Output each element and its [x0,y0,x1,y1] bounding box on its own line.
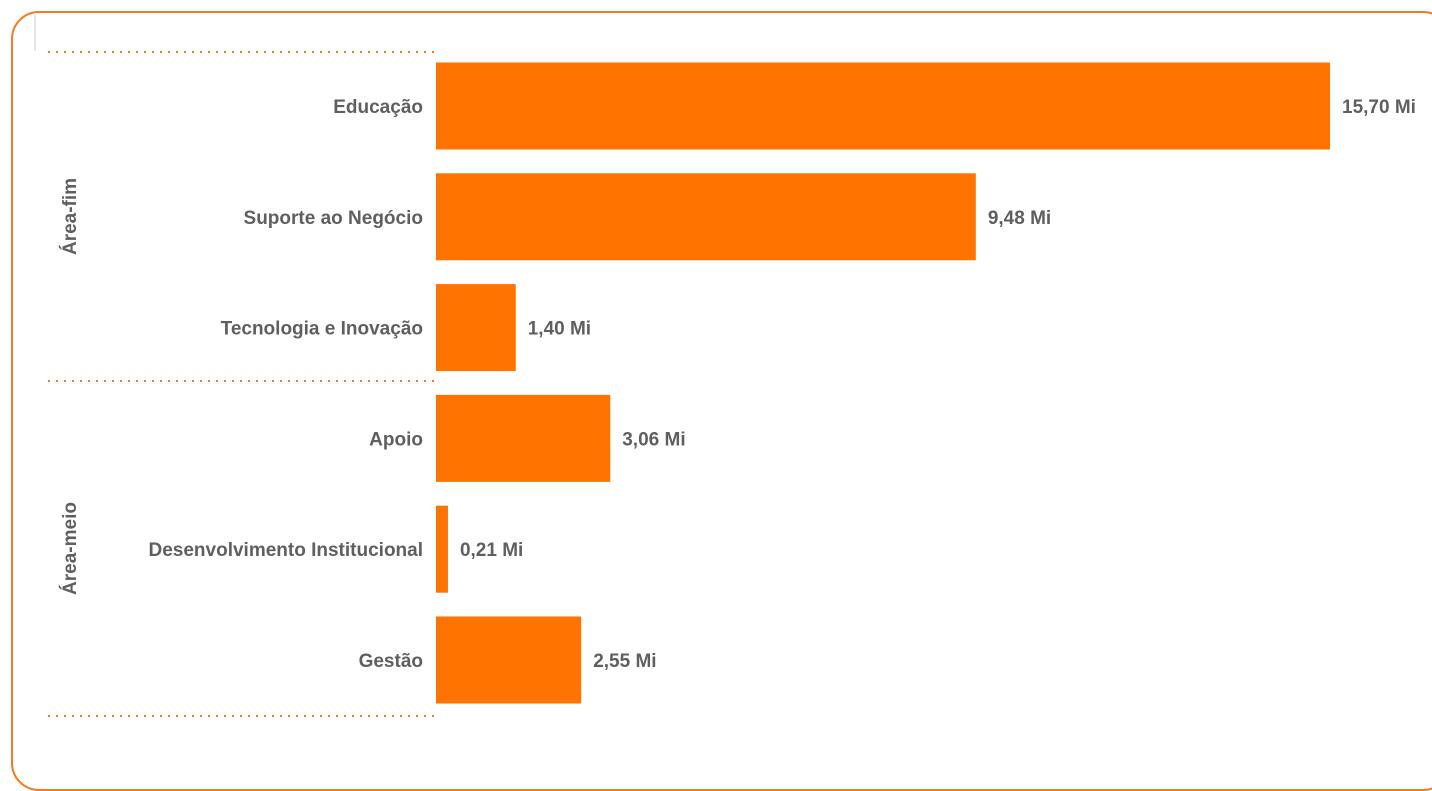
category-label: Educação [333,97,423,118]
category-label: Tecnologia e Inovação [221,319,423,340]
bar-gestao[interactable] [436,616,582,704]
bar-suporte-ao-negocio[interactable] [436,173,976,261]
bar-chart: Educação 15,70 Mi Suporte ao Negócio 9,48 M… [48,51,1416,717]
value-label: 9,48 Mi [988,208,1051,229]
value-label: 1,40 Mi [528,319,591,340]
value-label: 0,21 Mi [460,540,523,561]
bar-educacao[interactable] [436,62,1330,150]
value-label: 3,06 Mi [622,429,685,450]
card-divider [34,13,36,51]
bar-desenvolvimento-institucional[interactable] [436,505,448,593]
bar-apoio[interactable] [436,394,611,482]
bar-tecnologia-e-inovacao[interactable] [436,284,516,372]
category-label: Desenvolvimento Institucional [149,540,424,561]
value-label: 2,55 Mi [593,651,656,672]
category-label: Apoio [369,429,423,450]
group-label: Área-fim [59,178,81,255]
category-label: Gestão [359,651,423,672]
value-label: 15,70 Mi [1342,97,1416,118]
category-label: Suporte ao Negócio [244,208,423,229]
group-label: Área-meio [59,502,81,595]
